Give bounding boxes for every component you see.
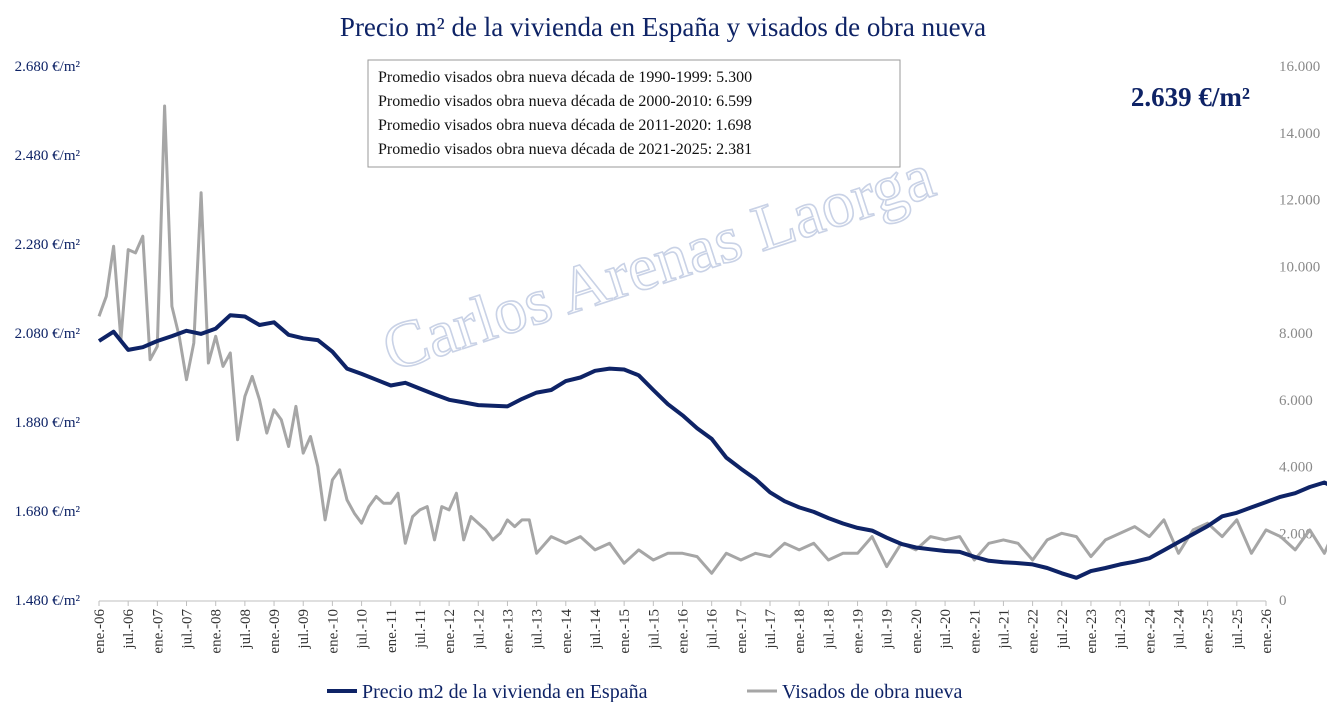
- x-tick-label: jul.-14: [588, 609, 604, 650]
- x-tick-label: ene.-19: [851, 609, 867, 654]
- x-tick-label: jul.-19: [880, 609, 896, 650]
- x-tick-label: jul.-18: [821, 609, 837, 650]
- info-box-frame: [367, 59, 901, 168]
- x-tick-label: ene.-16: [676, 609, 692, 654]
- x-tick-label: ene.-23: [1084, 609, 1100, 654]
- x-tick-label: jul.-11: [413, 609, 429, 649]
- x-tick-label: ene.-06: [92, 609, 108, 654]
- right-tick-label: 0: [1279, 593, 1287, 609]
- right-tick-label: 14.000: [1279, 126, 1320, 142]
- x-tick-label: ene.-11: [384, 609, 400, 653]
- x-tick-label: ene.-10: [325, 609, 341, 654]
- right-axis: 02.0004.0006.0008.00010.00012.00014.0001…: [1279, 59, 1320, 609]
- x-axis: ene.-06 jul.-06 ene.-07 jul.-07 ene.-08 jul.-…: [92, 600, 1275, 654]
- x-tick-label: ene.-18: [792, 609, 808, 654]
- permits-series-line: [97, 104, 1327, 575]
- x-tick-label: jul.-21: [996, 609, 1012, 650]
- x-tick-label: ene.-20: [909, 609, 925, 654]
- x-tick-label: ene.-15: [617, 609, 633, 654]
- x-tick-label: jul.-23: [1113, 609, 1129, 650]
- watermark: Carlos Arenas Laorga: [374, 139, 943, 386]
- chart-title: Precio m² de la vivienda en España y vis…: [340, 12, 986, 42]
- x-tick-label: jul.-16: [705, 609, 721, 650]
- left-axis: 1.480 €/m² 1.680 €/m² 1.880 €/m² 2.080 €/m²…: [15, 59, 81, 609]
- left-tick-label: 1.680 €/m²: [15, 504, 81, 520]
- x-tick-label: ene.-17: [734, 609, 750, 654]
- x-tick-label: jul.-24: [1171, 609, 1187, 650]
- x-tick-label: jul.-12: [471, 609, 487, 650]
- right-tick-label: 16.000: [1279, 59, 1320, 75]
- right-tick-label: 6.000: [1279, 393, 1313, 409]
- x-tick-label: jul.-09: [296, 609, 312, 650]
- x-tick-label: ene.-08: [209, 609, 225, 654]
- legend-price-label: Precio m2 de la vivienda en España: [362, 681, 648, 702]
- price-callout: 2.639 €/m²: [1131, 82, 1250, 112]
- x-tick-label: ene.-09: [267, 609, 283, 654]
- left-tick-label: 2.680 €/m²: [15, 59, 81, 75]
- x-tick-label: ene.-26: [1259, 609, 1275, 654]
- right-tick-label: 8.000: [1279, 326, 1313, 342]
- legend: Precio m2 de la vivienda en España Visad…: [327, 681, 963, 702]
- info-box: Promedio visados obra nueva década de 19…: [367, 59, 901, 168]
- x-tick-label: jul.-10: [355, 609, 371, 650]
- info-line-2000: Promedio visados obra nueva década de 20…: [378, 93, 752, 110]
- x-tick-label: ene.-21: [967, 609, 983, 654]
- right-tick-label: 10.000: [1279, 259, 1320, 275]
- price-series-line: [97, 313, 1327, 580]
- x-tick-label: jul.-20: [938, 609, 954, 650]
- right-tick-label: 4.000: [1279, 460, 1313, 476]
- x-tick-label: jul.-07: [180, 609, 196, 650]
- x-tick-label: jul.-22: [1055, 609, 1071, 650]
- x-tick-label: ene.-14: [559, 609, 575, 654]
- x-tick-label: ene.-07: [150, 609, 166, 654]
- x-tick-label: jul.-17: [763, 609, 779, 650]
- left-tick-label: 2.480 €/m²: [15, 148, 81, 164]
- x-tick-label: ene.-13: [500, 609, 516, 654]
- info-line-1990: Promedio visados obra nueva década de 19…: [378, 69, 752, 86]
- left-tick-label: 2.080 €/m²: [15, 326, 81, 342]
- right-tick-label: 12.000: [1279, 193, 1320, 209]
- legend-permits-label: Visados de obra nueva: [782, 681, 963, 702]
- x-tick-label: jul.-15: [646, 609, 662, 650]
- left-tick-label: 1.880 €/m²: [15, 415, 81, 431]
- x-tick-label: ene.-25: [1201, 609, 1217, 654]
- info-line-2011: Promedio visados obra nueva década de 20…: [378, 117, 752, 134]
- x-tick-label: jul.-06: [121, 609, 137, 650]
- x-tick-label: jul.-08: [238, 609, 254, 650]
- x-tick-label: ene.-12: [442, 609, 458, 654]
- left-tick-label: 1.480 €/m²: [15, 593, 81, 609]
- x-tick-label: ene.-24: [1142, 609, 1158, 654]
- info-line-2021: Promedio visados obra nueva década de 20…: [378, 141, 752, 158]
- x-tick-label: jul.-25: [1230, 609, 1246, 650]
- left-tick-label: 2.280 €/m²: [15, 237, 81, 253]
- x-tick-label: jul.-13: [530, 609, 546, 650]
- x-tick-label: ene.-22: [1026, 609, 1042, 654]
